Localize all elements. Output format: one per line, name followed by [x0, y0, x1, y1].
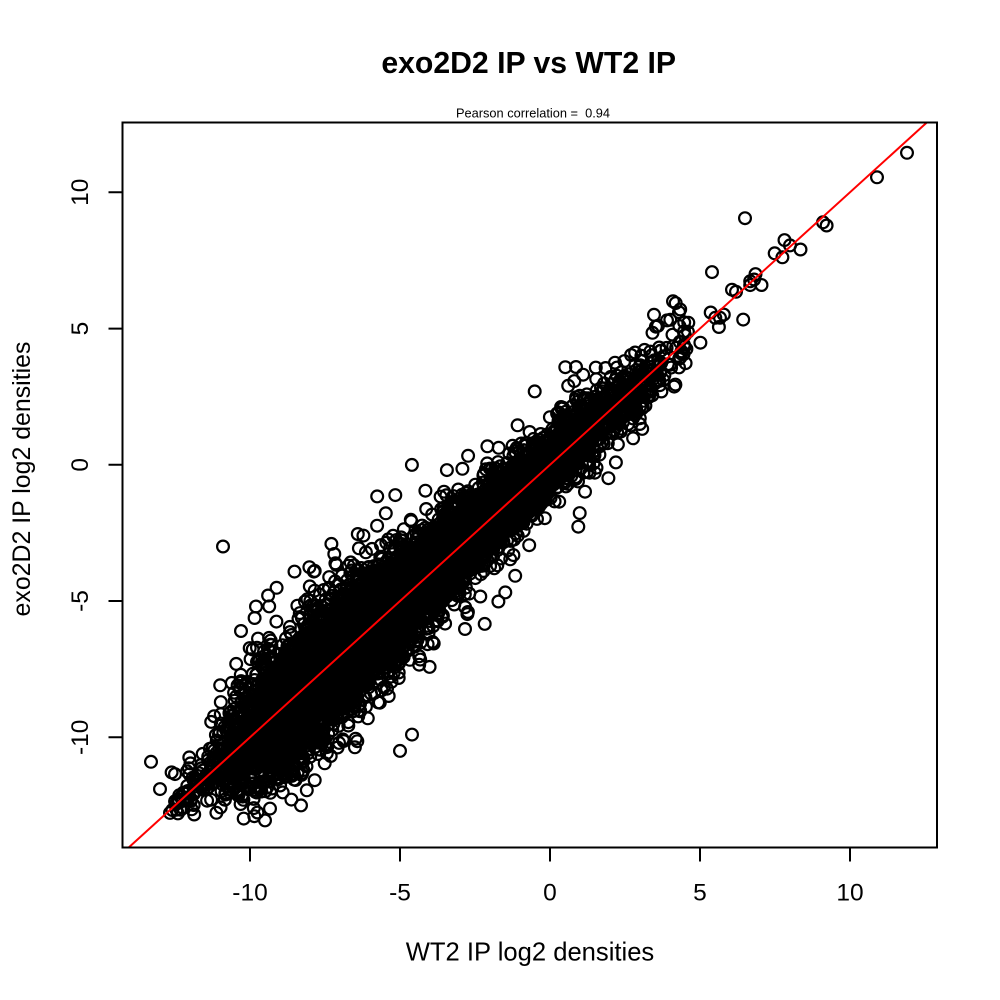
svg-text:exo2D2 IP vs WT2 IP: exo2D2 IP vs WT2 IP — [381, 47, 676, 80]
svg-text:Pearson correlation = 0.94: Pearson correlation = 0.94 — [456, 105, 610, 120]
